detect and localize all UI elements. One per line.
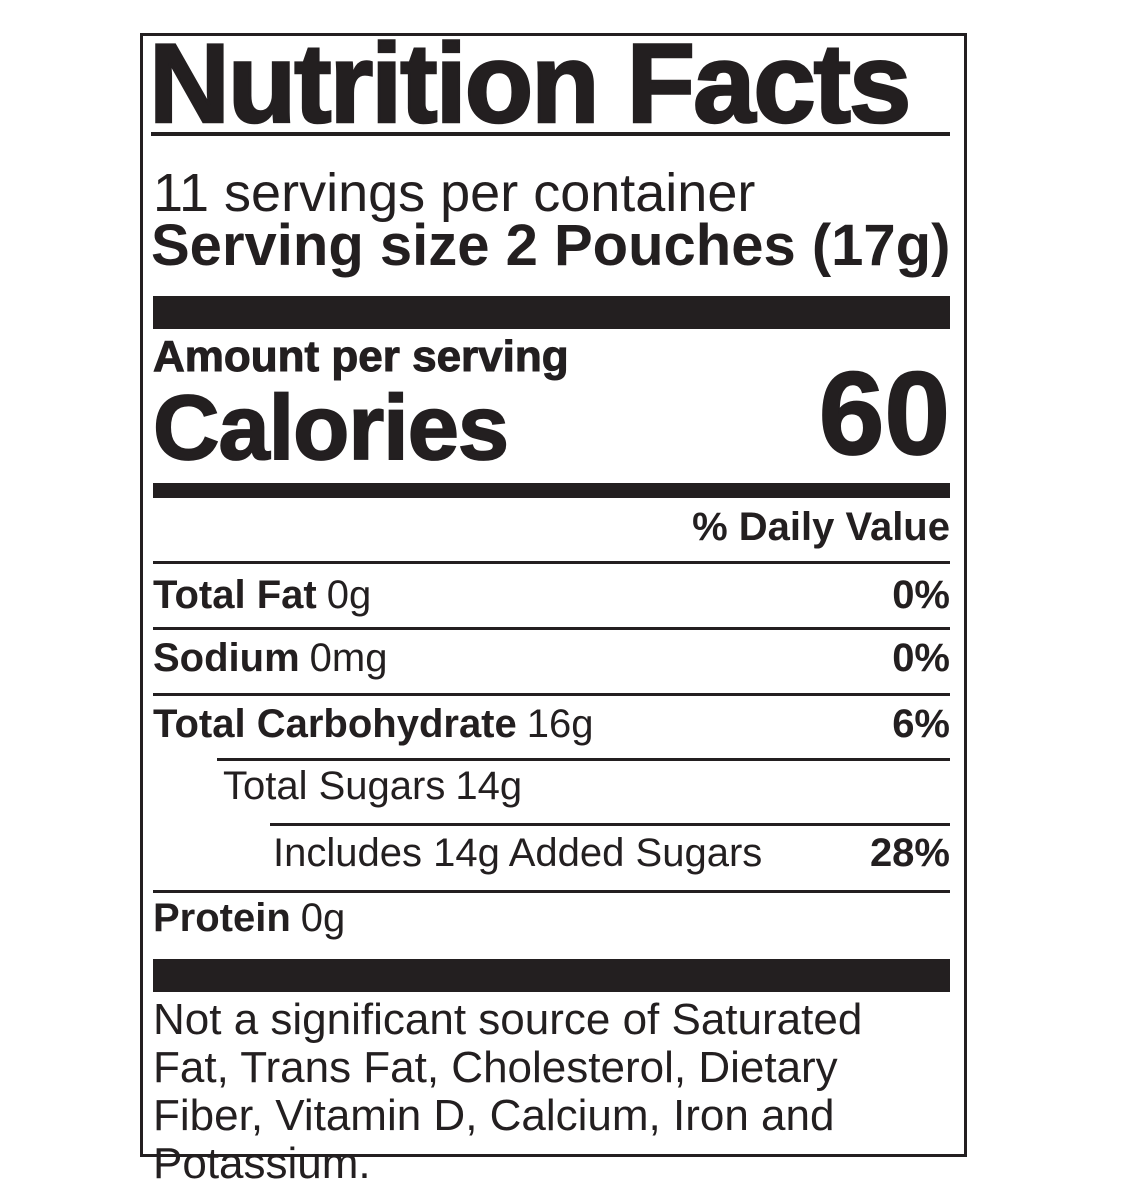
nutrient-amount: 0g xyxy=(326,573,372,617)
row-divider xyxy=(153,561,950,564)
nutrient-name: Total Fat xyxy=(153,573,317,617)
daily-value-header: % Daily Value xyxy=(692,505,950,549)
calories-value: 60 xyxy=(818,348,951,480)
label-title: Nutrition Facts xyxy=(148,21,913,146)
nutrient-daily-value: 0% xyxy=(892,573,950,617)
nutrient-daily-value: 0% xyxy=(892,636,950,680)
not-significant-source-footnote: Not a significant source of Saturated Fa… xyxy=(153,995,863,1188)
nutrient-row-protein: Protein 0g xyxy=(153,898,950,938)
divider-under-title xyxy=(151,132,950,136)
serving-size-value: 2 Pouches (17g) xyxy=(505,213,951,278)
nutrient-amount: 0mg xyxy=(309,636,388,680)
nutrient-daily-value: 28% xyxy=(869,831,950,875)
nutrition-facts-label: Nutrition Facts 11 servings per containe… xyxy=(140,26,967,1188)
row-divider-indented xyxy=(217,758,950,761)
nutrient-name-and-amount: Total Carbohydrate 16g xyxy=(153,704,594,744)
nutrient-amount: 14g xyxy=(455,764,523,808)
nutrient-name-and-amount: Protein 0g xyxy=(153,898,345,938)
serving-size-line: Serving size 2 Pouches (17g) xyxy=(151,217,950,275)
nutrient-amount: 0g xyxy=(300,896,346,940)
nutrient-row-added-sugars: Includes 14g Added Sugars 28% xyxy=(273,833,950,873)
nutrient-name: Protein xyxy=(153,896,291,940)
nutrient-row-total-fat: Total Fat 0g 0% xyxy=(153,575,950,615)
row-divider-indented xyxy=(270,823,950,826)
nutrient-name: Total Sugars xyxy=(223,764,446,808)
servings-per-container: 11 servings per container xyxy=(153,163,756,223)
nutrient-name: Includes 14g Added Sugars xyxy=(273,831,763,875)
nutrient-row-total-carbohydrate: Total Carbohydrate 16g 6% xyxy=(153,704,950,744)
row-divider xyxy=(153,693,950,696)
nutrient-daily-value: 6% xyxy=(892,702,950,746)
amount-per-serving-label: Amount per serving xyxy=(153,332,570,381)
nutrient-name-and-amount: Total Fat 0g xyxy=(153,575,371,615)
nutrient-name: Total Carbohydrate xyxy=(153,702,517,746)
nutrient-name: Sodium xyxy=(153,636,300,680)
nutrient-row-sodium: Sodium 0mg 0% xyxy=(153,638,950,678)
row-divider xyxy=(153,627,950,630)
thick-divider-bottom xyxy=(153,959,950,992)
medium-divider-below-calories xyxy=(153,483,950,498)
nutrient-amount: 16g xyxy=(526,702,594,746)
thick-divider-top xyxy=(153,296,950,329)
nutrient-row-total-sugars: Total Sugars 14g xyxy=(223,766,950,806)
nutrient-name-and-amount: Total Sugars 14g xyxy=(223,766,522,806)
calories-label: Calories xyxy=(152,377,510,479)
nutrient-name-and-amount: Sodium 0mg xyxy=(153,638,387,678)
row-divider xyxy=(153,890,950,893)
serving-size-label: Serving size xyxy=(151,213,490,278)
